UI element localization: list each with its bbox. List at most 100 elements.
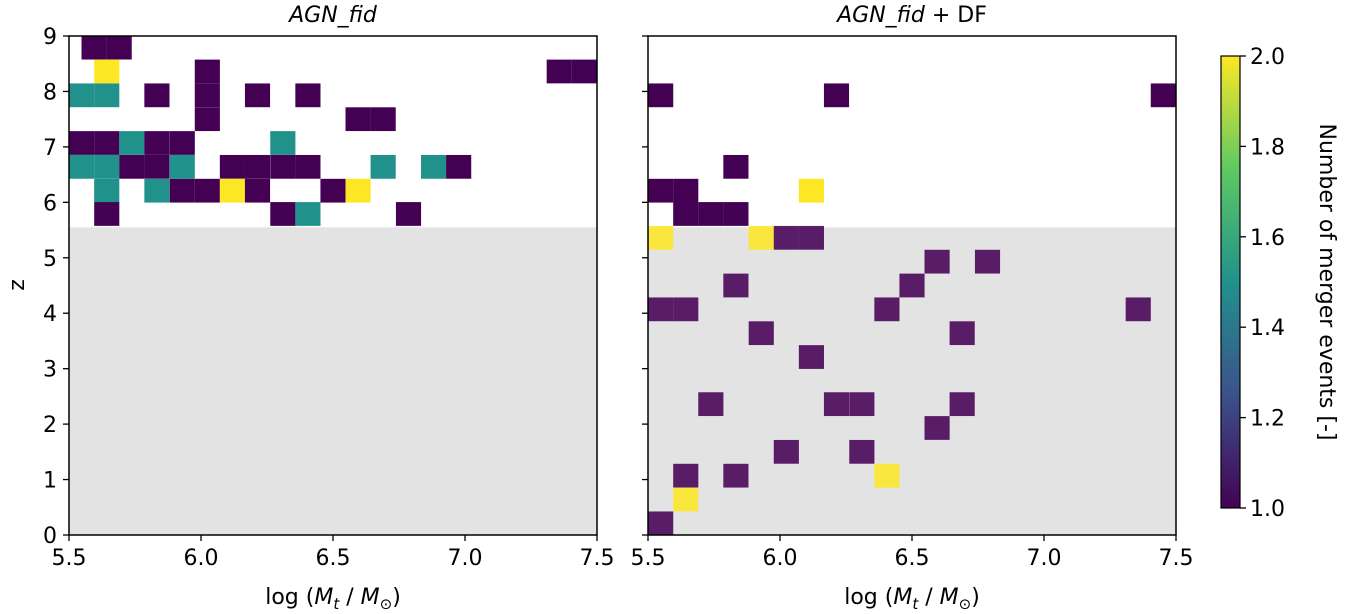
y-tick-label: 0 <box>43 524 57 549</box>
colorbar-gradient <box>1220 55 1241 509</box>
heatmap-cell <box>345 178 371 203</box>
heatmap-cell <box>673 178 699 203</box>
heatmap-cell <box>648 178 674 203</box>
heatmap-cell <box>673 487 699 512</box>
heatmap-cell <box>94 131 120 155</box>
colorbar-tick-label: 2.0 <box>1250 45 1285 70</box>
heatmap-cell <box>849 392 875 417</box>
shaded-region <box>648 227 1176 536</box>
x-tick-label: 7.5 <box>1159 546 1194 571</box>
heatmap-cell <box>119 131 145 155</box>
x-axis-label: log (Mt / M⊙) <box>844 585 980 613</box>
heatmap-cell <box>169 178 195 203</box>
y-tick-label: 1 <box>43 469 57 494</box>
heatmap-cell <box>723 273 749 298</box>
panel-agn-fid-df: AGN_fid + DF 5.5 6.0 6.5 7.0 7.5 log (Mt / M… <box>631 3 1194 613</box>
heatmap-cell <box>823 83 850 108</box>
shaded-area <box>69 227 597 536</box>
heatmap-cell <box>119 154 145 179</box>
heatmap-cell <box>698 392 724 417</box>
heatmap-cell <box>194 83 220 108</box>
heatmap-cell <box>748 225 774 250</box>
heatmap-cell <box>924 416 950 440</box>
heatmap-cells <box>648 83 1176 536</box>
x-tick-label: 6.0 <box>184 546 219 571</box>
heatmap-cell <box>673 463 699 488</box>
x-tick-label: 6.0 <box>763 546 798 571</box>
heatmap-cell <box>219 178 245 203</box>
heatmap-cell <box>748 321 774 346</box>
heatmap-cell <box>94 59 120 84</box>
heatmap-cell <box>295 83 321 108</box>
heatmap-cell <box>295 154 321 179</box>
heatmap-cell <box>219 154 245 179</box>
x-tick-label: 6.5 <box>316 546 351 571</box>
y-tick-label: 7 <box>43 136 57 161</box>
x-tick-label: 7.5 <box>580 546 615 571</box>
heatmap-cell <box>673 202 699 226</box>
heatmap-cell <box>773 225 799 250</box>
y-tick-label: 8 <box>43 80 57 105</box>
heatmap-cell <box>899 273 925 298</box>
y-tick-label: 6 <box>43 191 57 216</box>
heatmap-cell <box>546 59 572 84</box>
heatmap-cell <box>949 392 975 417</box>
y-tick-label: 2 <box>43 413 57 438</box>
heatmap-cell <box>69 154 95 179</box>
heatmap-cell <box>648 297 674 322</box>
heatmap-cell <box>773 439 799 464</box>
heatmap-cell <box>295 202 321 226</box>
heatmap-cell <box>270 131 296 155</box>
colorbar-label: Number of merger events [-] <box>1314 124 1339 441</box>
heatmap-cell <box>94 178 120 203</box>
heatmap-cell <box>194 59 220 84</box>
heatmap-cell <box>1125 297 1151 322</box>
heatmap-cell <box>144 131 170 155</box>
heatmap-cell <box>723 463 749 488</box>
heatmap-cell <box>849 439 875 464</box>
heatmap-cell <box>69 131 95 155</box>
x-axis-label: log (Mt / M⊙) <box>265 585 401 613</box>
panel-title: AGN_fid + DF <box>835 3 987 28</box>
y-ticks: 0 1 2 3 4 5 6 7 8 9 <box>43 25 69 549</box>
heatmap-cell <box>270 154 296 179</box>
heatmap-cells <box>69 35 597 226</box>
x-tick-label: 6.5 <box>895 546 930 571</box>
heatmap-cell <box>798 178 824 203</box>
heatmap-cell <box>648 511 674 536</box>
heatmap-cell <box>395 202 422 226</box>
heatmap-cell <box>648 83 674 108</box>
heatmap-cell <box>169 131 195 155</box>
heatmap-cell <box>723 154 749 179</box>
heatmap-cell <box>370 107 396 132</box>
shaded-region <box>69 227 597 536</box>
heatmap-cell <box>370 154 396 179</box>
colorbar-tick-label: 1.2 <box>1250 407 1285 432</box>
heatmap-cell <box>94 154 120 179</box>
heatmap-cell <box>345 107 371 132</box>
heatmap-cell <box>874 297 900 322</box>
heatmap-cell <box>94 202 120 226</box>
heatmap-cell <box>94 83 120 108</box>
heatmap-cell <box>723 202 749 226</box>
colorbar-tick-label: 1.4 <box>1250 316 1285 341</box>
x-tick-label: 7.0 <box>1027 546 1062 571</box>
heatmap-cell <box>949 321 975 346</box>
x-ticks: 5.5 6.0 6.5 7.0 7.5 <box>631 535 1194 571</box>
heatmap-cell <box>106 35 132 60</box>
x-tick-label: 5.5 <box>631 546 666 571</box>
x-tick-label: 7.0 <box>448 546 483 571</box>
y-tick-label: 9 <box>43 25 57 50</box>
y-tick-label: 3 <box>43 358 57 383</box>
colorbar: 1.0 1.2 1.4 1.6 1.8 2.0 Number of merger even… <box>1220 45 1339 522</box>
heatmap-cell <box>446 154 472 179</box>
y-tick-label: 4 <box>43 302 57 327</box>
heatmap-cell <box>673 297 699 322</box>
heatmap-cell <box>974 249 1001 274</box>
heatmap-cell <box>144 178 170 203</box>
heatmap-cell <box>823 392 850 417</box>
heatmap-cell <box>144 154 170 179</box>
x-tick-label: 5.5 <box>52 546 87 571</box>
colorbar-tick-label: 1.6 <box>1250 226 1285 251</box>
